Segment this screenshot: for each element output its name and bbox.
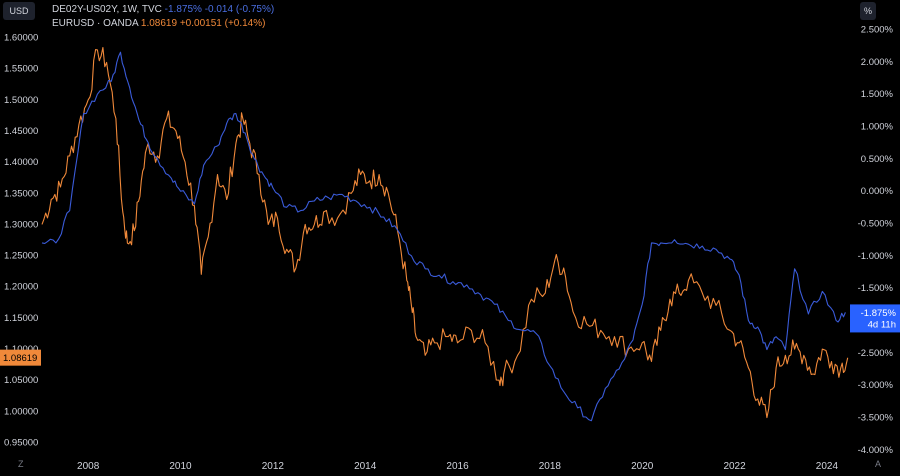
x-tick-label: 2018 (539, 461, 562, 472)
left-tick-label: 0.95000 (4, 438, 38, 449)
left-tick-label: 1.30000 (4, 219, 38, 230)
right-tick-label: -1.000% (858, 251, 894, 262)
left-tick-label: 1.35000 (4, 188, 38, 199)
right-tick-label: 1.000% (861, 122, 894, 133)
right-axis-unit-button[interactable]: % (860, 2, 876, 20)
right-tick-label: 2.000% (861, 57, 894, 68)
left-tick-label: 1.40000 (4, 157, 38, 168)
left-tick-label: 1.45000 (4, 126, 38, 137)
spread-price-tag (850, 304, 900, 333)
right-tick-label: -2.500% (858, 348, 894, 359)
legend-series-2-last: 1.08619 (140, 18, 178, 29)
x-tick-label: 2016 (446, 461, 469, 472)
x-tick-label: 2012 (262, 461, 285, 472)
right-tick-label: -3.500% (858, 412, 894, 423)
legend-series-1-name: DE02Y-US02Y, 1W, TVC (52, 4, 162, 15)
x-tick-label: 2008 (77, 461, 100, 472)
right-tick-label: 1.500% (861, 89, 894, 100)
x-tick-label: 2014 (354, 461, 377, 472)
legend-series-2[interactable]: EURUSD · OANDA 1.08619 +0.00151 (+0.14%) (52, 18, 265, 29)
legend-series-1-change: -0.014 (-0.75%) (204, 4, 275, 15)
right-tick-label: 0.000% (861, 186, 894, 197)
right-tick-label: -3.000% (858, 380, 894, 391)
z-order-icon[interactable]: Z (18, 459, 24, 469)
left-tick-label: 1.60000 (4, 32, 38, 43)
right-tick-label: 0.500% (861, 154, 894, 165)
x-tick-label: 2010 (169, 461, 192, 472)
legend-series-1[interactable]: DE02Y-US02Y, 1W, TVC -1.875% -0.014 (-0.… (52, 4, 274, 15)
right-tick-label: -1.500% (858, 283, 894, 294)
left-axis-unit-button[interactable]: USD (3, 2, 35, 20)
left-tick-label: 1.20000 (4, 282, 38, 293)
series-line-eurusd[interactable] (41, 46, 849, 419)
left-tick-label: 1.05000 (4, 375, 38, 386)
left-tick-label: 1.25000 (4, 251, 38, 262)
right-tick-label: 2.500% (861, 25, 894, 36)
legend-series-1-last: -1.875% (164, 4, 202, 15)
spread-price-tag-label: -1.875% (861, 308, 897, 319)
left-tick-label: 1.50000 (4, 95, 38, 106)
left-tick-label: 1.00000 (4, 406, 38, 417)
legend-series-2-name: EURUSD · OANDA (52, 18, 139, 29)
eurusd-price-tag-label: 1.08619 (3, 353, 37, 364)
x-tick-label: 2022 (723, 461, 746, 472)
auto-scale-icon[interactable]: A (875, 459, 882, 469)
x-tick-label: 2024 (816, 461, 839, 472)
right-tick-label: -0.500% (858, 219, 894, 230)
left-tick-label: 1.10000 (4, 344, 38, 355)
left-tick-label: 1.15000 (4, 313, 38, 324)
eurusd-price-tag (0, 349, 41, 366)
legend-series-2-change: +0.00151 (+0.14%) (179, 18, 266, 29)
spread-countdown-label: 4d 11h (868, 319, 896, 330)
series-line-de02y-us02y[interactable] (41, 51, 846, 422)
left-tick-label: 1.55000 (4, 64, 38, 75)
right-tick-label: -4.000% (858, 445, 894, 456)
x-tick-label: 2020 (631, 461, 654, 472)
